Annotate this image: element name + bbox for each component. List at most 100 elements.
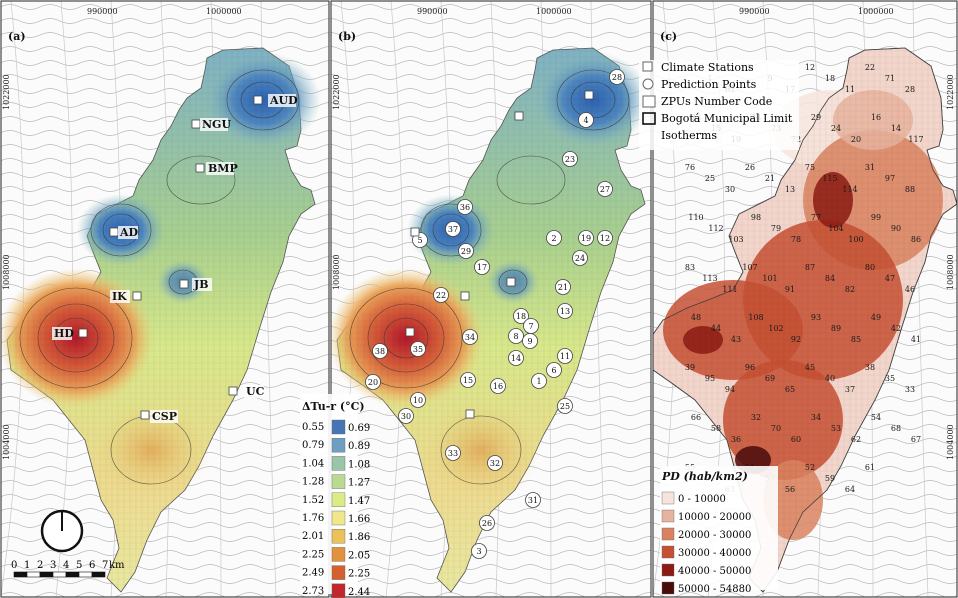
- panel-frame: [652, 0, 958, 598]
- zpu-number: 54: [871, 413, 881, 422]
- prediction-point: [410, 392, 426, 408]
- prediction-point-label: 19: [581, 234, 591, 243]
- x-tick-label: 1000000: [206, 7, 242, 16]
- isotherm: [90, 203, 152, 257]
- temp-swatch: [331, 419, 346, 435]
- zpu-number: 32: [751, 413, 761, 422]
- density-label: 50000 - 54880: [678, 584, 751, 595]
- prediction-point-label: 28: [612, 73, 622, 82]
- isotherm: [383, 317, 429, 359]
- density-legend-title: PD (hab/km2): [661, 470, 748, 483]
- zpu-number: 12: [805, 63, 815, 72]
- panel-background-0: [1, 1, 329, 597]
- zpu-number: 36: [731, 435, 741, 444]
- zpu-number: 76: [685, 163, 695, 172]
- zpu-number: 40: [825, 374, 835, 383]
- zpu-number: 95: [705, 374, 715, 383]
- climate-station-marker: [179, 279, 189, 289]
- temp-swatch: [331, 565, 346, 580]
- prediction-point: [487, 455, 503, 471]
- prediction-point-label: 16: [493, 382, 503, 391]
- climate-station-marker: [228, 386, 238, 396]
- prediction-point-label: 4: [583, 116, 588, 125]
- prediction-point-label: 30: [401, 412, 411, 421]
- prediction-point: [557, 398, 573, 414]
- prediction-point-label: 14: [511, 354, 521, 363]
- climate-station-marker: [191, 119, 201, 129]
- prediction-point: [597, 181, 613, 197]
- legend-item: Climate Stations: [661, 61, 754, 74]
- prediction-point: [479, 515, 495, 531]
- isotherm: [349, 287, 463, 389]
- temp-left-label: 2.49: [302, 568, 324, 579]
- isotherm: [498, 269, 528, 295]
- temp-left-label: 2.25: [302, 549, 324, 560]
- climate-station-marker: [253, 95, 263, 105]
- station-label-BMP: BMP: [208, 162, 238, 175]
- prediction-point: [508, 328, 524, 344]
- zpu-number: 21: [765, 174, 775, 183]
- scale-segment: [26, 571, 41, 578]
- legend-item: ZPUs Number Code: [661, 95, 772, 108]
- prediction-point: [572, 250, 588, 266]
- climate-station-icon: [642, 61, 653, 72]
- temp-swatch: [331, 583, 346, 598]
- scale-tick-label: 0: [11, 560, 17, 571]
- legend-item: Bogotá Municipal Limit: [661, 112, 793, 125]
- prediction-point-label: 3: [476, 547, 481, 556]
- zpu-number: 112: [708, 224, 723, 233]
- zpu-number: 93: [811, 313, 821, 322]
- legend-item: Prediction Points: [661, 78, 757, 91]
- temp-right-label: 2.44: [348, 587, 370, 598]
- y-tick-label: 1008000: [2, 254, 11, 290]
- zpu-number: 87: [805, 263, 815, 272]
- prediction-point: [522, 333, 538, 349]
- prediction-point: [410, 341, 426, 357]
- prediction-point-label: 27: [600, 185, 610, 194]
- zpu-number: 16: [871, 113, 881, 122]
- prediction-point-label: 17: [477, 263, 487, 272]
- station-label-bg: [206, 162, 234, 175]
- zpu-number: 70: [771, 424, 781, 433]
- scale-segment: [65, 571, 80, 578]
- climate-station-marker: [78, 328, 88, 338]
- zpu-number: 14: [891, 124, 901, 133]
- prediction-point: [562, 151, 578, 167]
- isotherm: [166, 155, 236, 205]
- zpu-number: 52: [805, 463, 815, 472]
- density-swatch: [661, 491, 675, 505]
- zpu-number: 35: [885, 374, 895, 383]
- x-tick-label: 990000: [87, 7, 118, 16]
- zpu-number: 48: [691, 313, 701, 322]
- prediction-point-label: 36: [460, 203, 470, 212]
- prediction-point: [609, 69, 625, 85]
- prediction-point: [365, 374, 381, 390]
- zpu-number: 114: [842, 185, 857, 194]
- municipal-limit-icon: [642, 112, 656, 125]
- zpu-number: 58: [711, 424, 721, 433]
- density-label: 0 - 10000: [678, 494, 726, 505]
- isotherm: [102, 213, 140, 247]
- density-swatch: [661, 509, 675, 523]
- zpu-number: 65: [785, 385, 795, 394]
- zpu-number: 31: [865, 163, 875, 172]
- prediction-point: [546, 362, 562, 378]
- temp-swatch: [331, 474, 346, 489]
- density-label: 40000 - 50000: [678, 566, 751, 577]
- prediction-point-label: 5: [417, 236, 422, 245]
- temp-right-label: 1.47: [348, 496, 370, 507]
- zpu-number: 80: [865, 263, 875, 272]
- isotherm: [420, 203, 482, 257]
- prediction-point: [398, 408, 414, 424]
- temp-swatch: [331, 547, 346, 562]
- temp-left-label: 2.01: [302, 531, 324, 542]
- zpu-number: 102: [768, 324, 783, 333]
- temp-swatch: [331, 438, 346, 453]
- prediction-point-label: 13: [560, 307, 570, 316]
- zpu-number: 11: [845, 85, 855, 94]
- x-tick-label: 990000: [417, 7, 448, 16]
- temp-right-label: 1.66: [348, 514, 370, 525]
- zpu-number: 53: [831, 424, 841, 433]
- temp-right-label: 0.89: [348, 441, 370, 452]
